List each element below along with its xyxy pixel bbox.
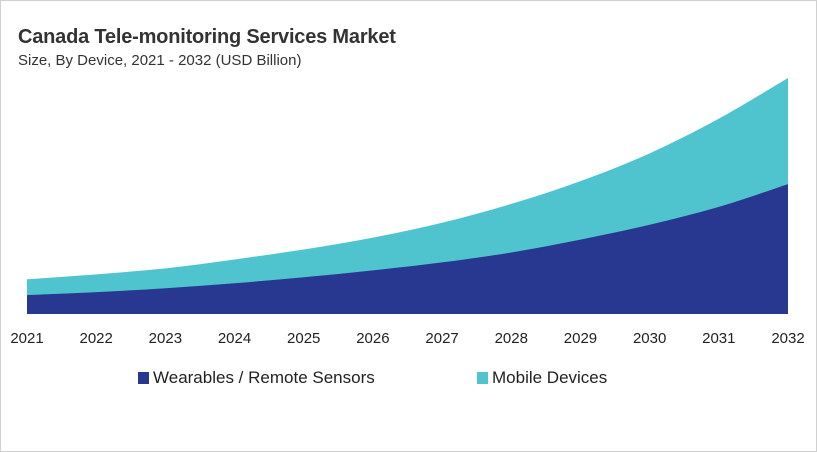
legend-label: Mobile Devices — [492, 368, 608, 387]
x-tick-label: 2029 — [564, 330, 597, 347]
legend-item-wearables: Wearables / Remote Sensors — [138, 368, 375, 388]
area-series-0 — [27, 184, 788, 314]
x-tick-label: 2030 — [633, 330, 666, 347]
x-tick-label: 2022 — [79, 330, 112, 347]
legend-swatch — [138, 372, 149, 384]
legend-label: Wearables / Remote Sensors — [153, 368, 375, 387]
x-tick-label: 2028 — [495, 330, 528, 347]
x-tick-label: 2026 — [356, 330, 389, 347]
x-tick-label: 2032 — [771, 330, 804, 347]
legend-item-mobile: Mobile Devices — [477, 368, 607, 388]
x-tick-label: 2023 — [149, 330, 182, 347]
legend-swatch — [477, 372, 488, 384]
chart-subtitle: Size, By Device, 2021 - 2032 (USD Billio… — [18, 52, 302, 69]
x-tick-label: 2031 — [702, 330, 735, 347]
x-tick-label: 2025 — [287, 330, 320, 347]
chart-title: Canada Tele-monitoring Services Market — [18, 26, 396, 48]
x-tick-label: 2027 — [425, 330, 458, 347]
x-tick-label: 2024 — [218, 330, 251, 347]
x-tick-label: 2021 — [10, 330, 43, 347]
